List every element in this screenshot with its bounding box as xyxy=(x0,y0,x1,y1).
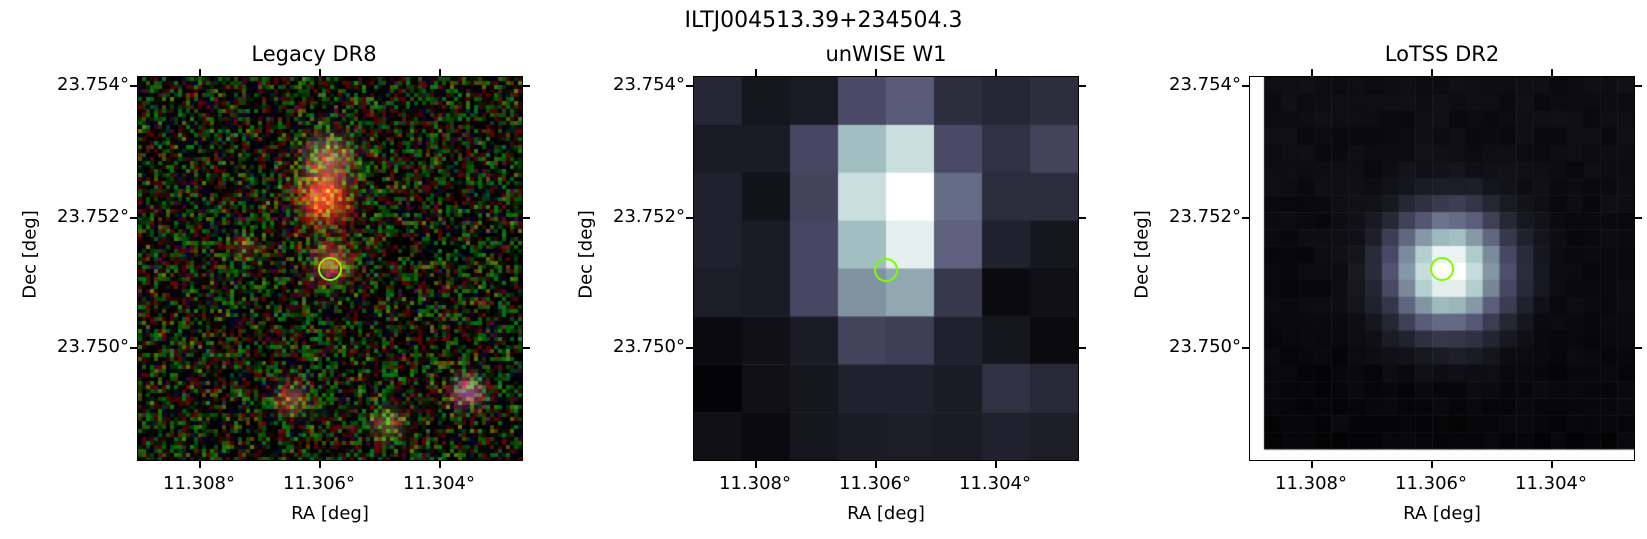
y-tick-mark xyxy=(686,217,693,219)
x-tick-mark xyxy=(319,461,321,468)
y-tick-label: 23.754° xyxy=(57,74,129,95)
x-tick-label: 11.304° xyxy=(403,473,475,494)
x-tick-mark xyxy=(199,69,201,76)
y-tick-label: 23.750° xyxy=(613,336,685,357)
y-tick-label: 23.752° xyxy=(613,206,685,227)
x-tick-mark xyxy=(439,461,441,468)
panel-title: unWISE W1 xyxy=(825,42,947,66)
image-axes[interactable] xyxy=(1249,76,1635,461)
x-tick-mark xyxy=(875,69,877,76)
y-tick-mark xyxy=(1079,347,1086,349)
x-tick-label: 11.308° xyxy=(719,473,791,494)
y-tick-mark xyxy=(130,347,137,349)
x-tick-mark xyxy=(319,69,321,76)
x-tick-label: 11.308° xyxy=(163,473,235,494)
panel-title: LoTSS DR2 xyxy=(1384,42,1500,66)
x-tick-label: 11.304° xyxy=(1515,473,1587,494)
y-tick-mark xyxy=(1635,347,1642,349)
x-axis-label: RA [deg] xyxy=(291,503,369,524)
x-axis-label: RA [deg] xyxy=(847,503,925,524)
y-tick-mark xyxy=(1635,217,1642,219)
y-tick-mark xyxy=(130,85,137,87)
x-tick-mark xyxy=(1311,69,1313,76)
x-tick-mark xyxy=(1551,461,1553,468)
y-tick-label: 23.750° xyxy=(1169,336,1241,357)
y-tick-mark xyxy=(1079,85,1086,87)
y-tick-mark xyxy=(686,347,693,349)
x-tick-mark xyxy=(1431,461,1433,468)
x-tick-label: 11.306° xyxy=(839,473,911,494)
image-axes[interactable] xyxy=(693,76,1079,461)
x-tick-mark xyxy=(875,461,877,468)
x-tick-mark xyxy=(755,69,757,76)
y-tick-mark xyxy=(686,85,693,87)
x-tick-label: 11.308° xyxy=(1275,473,1347,494)
lotss-dr2-image xyxy=(1250,77,1634,460)
x-tick-mark xyxy=(755,461,757,468)
image-axes[interactable] xyxy=(137,76,523,461)
y-tick-mark xyxy=(1079,217,1086,219)
x-tick-mark xyxy=(995,69,997,76)
x-tick-mark xyxy=(995,461,997,468)
y-tick-label: 23.754° xyxy=(613,74,685,95)
x-tick-label: 11.306° xyxy=(1395,473,1467,494)
y-tick-label: 23.752° xyxy=(1169,206,1241,227)
y-tick-label: 23.750° xyxy=(57,336,129,357)
unwise-w1-image xyxy=(694,77,1078,460)
x-tick-label: 11.306° xyxy=(283,473,355,494)
y-tick-mark xyxy=(523,347,530,349)
x-tick-label: 11.304° xyxy=(959,473,1031,494)
y-tick-mark xyxy=(523,85,530,87)
x-tick-mark xyxy=(1311,461,1313,468)
y-tick-label: 23.752° xyxy=(57,206,129,227)
y-tick-label: 23.754° xyxy=(1169,74,1241,95)
x-tick-mark xyxy=(199,461,201,468)
y-tick-mark xyxy=(1242,217,1249,219)
figure-title: ILTJ004513.39+234504.3 xyxy=(684,8,963,33)
y-tick-mark xyxy=(130,217,137,219)
x-axis-label: RA [deg] xyxy=(1403,503,1481,524)
legacy-rgb-image xyxy=(138,77,522,460)
y-tick-mark xyxy=(523,217,530,219)
y-tick-mark xyxy=(1242,85,1249,87)
x-tick-mark xyxy=(1551,69,1553,76)
panel-title: Legacy DR8 xyxy=(251,42,377,66)
x-tick-mark xyxy=(439,69,441,76)
y-tick-mark xyxy=(1242,347,1249,349)
x-tick-mark xyxy=(1431,69,1433,76)
y-tick-mark xyxy=(1635,85,1642,87)
